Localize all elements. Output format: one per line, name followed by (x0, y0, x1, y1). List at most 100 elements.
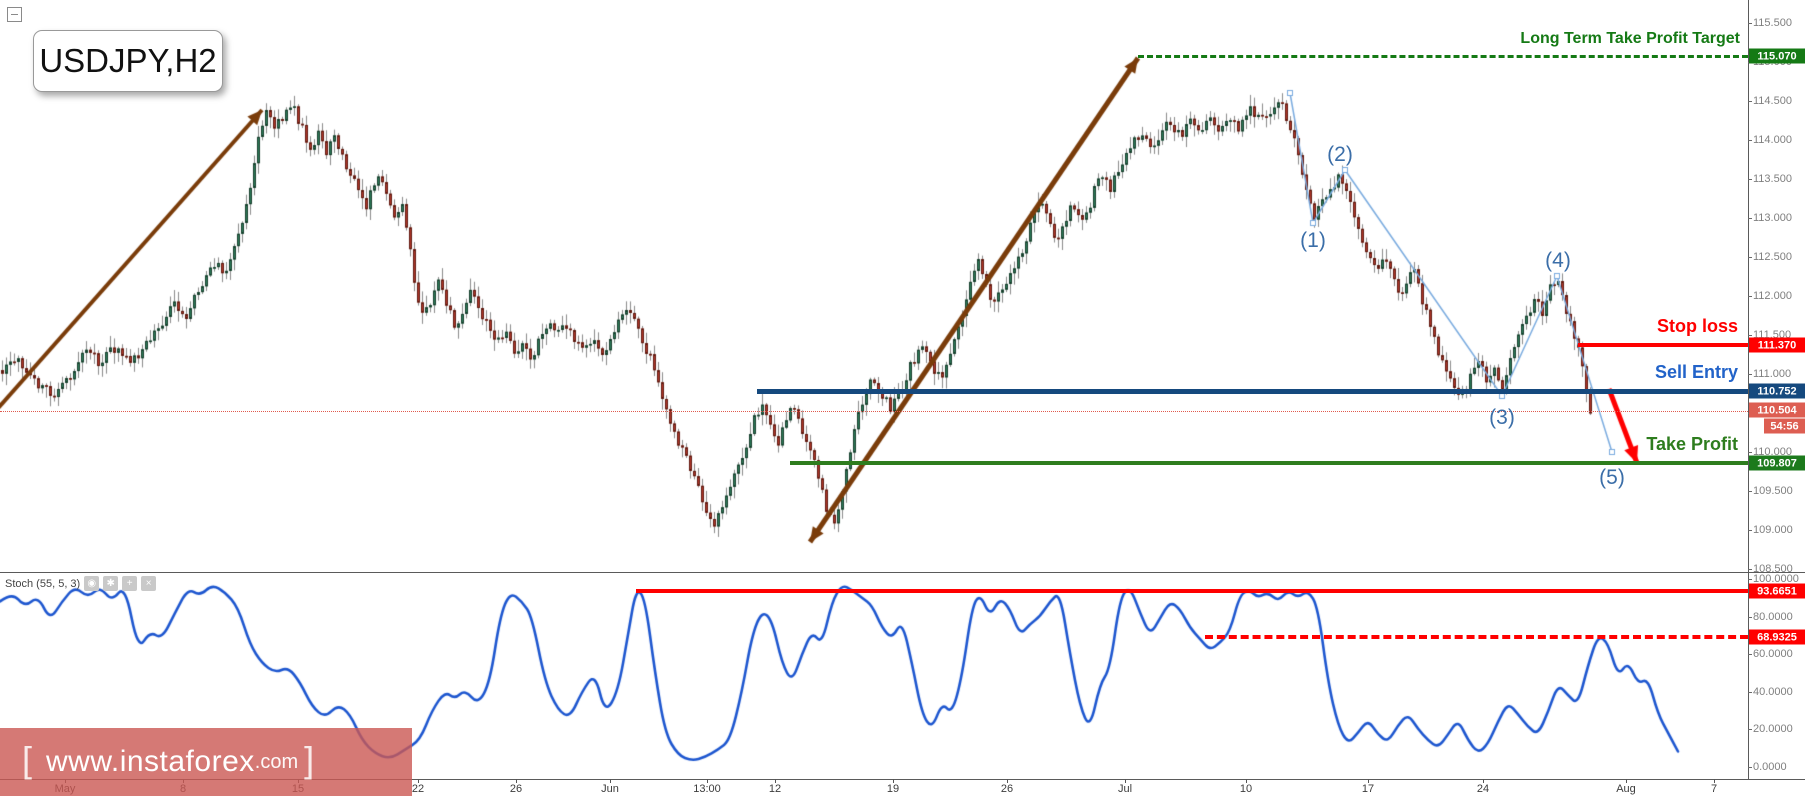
watermark-url: www.instaforex (46, 745, 255, 778)
axis-tick-label: 109.000 (1753, 524, 1793, 536)
price-tag-115.070: 115.070 (1749, 48, 1805, 64)
axis-tick-label: 80.0000 (1753, 611, 1793, 623)
axis-tick-label: 112.500 (1753, 251, 1792, 263)
time-axis-label: 17 (1361, 783, 1375, 795)
axis-tick-label: 100.0000 (1753, 573, 1799, 585)
time-axis-label: Jun (601, 783, 619, 795)
time-axis-label: 13:00 (693, 783, 721, 795)
wave-label-3: (3) (1489, 406, 1515, 429)
instaforex-watermark: [ www.instaforex .com ] (0, 728, 412, 796)
time-tick-mark (1007, 779, 1008, 783)
axis-tick-mark (1748, 140, 1752, 141)
axis-tick-mark (1748, 257, 1752, 258)
sell-entry-line[interactable] (757, 388, 1748, 394)
axis-tick-label: 108.500 (1753, 563, 1793, 575)
time-axis-label: 22 (411, 783, 425, 795)
axis-tick-mark (1748, 452, 1752, 453)
axis-tick-label: 0.0000 (1753, 761, 1787, 773)
axis-tick-label: 113.500 (1753, 173, 1792, 185)
axis-tick-mark (1748, 767, 1752, 768)
wave-label-1: (1) (1300, 229, 1326, 252)
time-tick-mark (1368, 779, 1369, 783)
axis-tick-mark (1748, 579, 1752, 580)
time-tick-mark (1246, 779, 1247, 783)
axis-tick-mark (1748, 296, 1752, 297)
eye-icon[interactable]: ◉ (84, 576, 100, 591)
time-axis-label: 7 (1710, 783, 1718, 795)
gear-icon[interactable]: ✱ (103, 576, 119, 591)
axis-tick-mark (1748, 335, 1752, 336)
collapse-panel-button[interactable] (7, 7, 22, 22)
close-icon[interactable]: × (141, 576, 157, 591)
axis-tick-mark (1748, 654, 1752, 655)
current-price-line[interactable] (0, 410, 1748, 412)
stoch-upper-line[interactable] (636, 589, 1748, 593)
price-tag-111.370: 111.370 (1749, 337, 1805, 353)
symbol-badge: USDJPY,H2 (33, 30, 223, 92)
time-tick-mark (1483, 779, 1484, 783)
axis-tick-label: 20.0000 (1753, 723, 1793, 735)
axis-tick-mark (1748, 374, 1752, 375)
axis-tick-label: 60.0000 (1753, 648, 1793, 660)
time-axis-label: 12 (768, 783, 782, 795)
time-tick-mark (516, 779, 517, 783)
time-axis-label: Jul (1117, 783, 1133, 795)
time-tick-mark (610, 779, 611, 783)
time-tick-mark (1125, 779, 1126, 783)
axis-tick-label: 110.000 (1753, 446, 1792, 458)
axis-tick-mark (1748, 729, 1752, 730)
time-tick-mark (1626, 779, 1627, 783)
time-axis-label: 26 (1000, 783, 1014, 795)
axis-tick-mark (1748, 617, 1752, 618)
axis-tick-mark (1748, 101, 1752, 102)
take-profit-line[interactable] (790, 461, 1748, 465)
price-tag-109.807: 109.807 (1749, 455, 1805, 471)
price-tag-110.504: 110.504 (1749, 402, 1805, 418)
time-axis-label: 24 (1476, 783, 1490, 795)
stop-loss-line[interactable] (1578, 343, 1748, 347)
axis-tick-label: 112.000 (1753, 290, 1792, 302)
time-tick-mark (418, 779, 419, 783)
stop-loss-label: Stop loss (1656, 316, 1738, 336)
wave-label-5: (5) (1599, 466, 1625, 489)
time-axis-label: 26 (509, 783, 523, 795)
long-term-target-line[interactable] (1138, 54, 1748, 58)
price-tag-93.6651: 93.6651 (1749, 583, 1805, 599)
stoch-indicator-name: Stoch (55, 5, 3) (5, 577, 81, 590)
wave-label-2: (2) (1327, 143, 1353, 166)
watermark-bracket-close: ] (304, 739, 315, 780)
axis-tick-mark (1748, 530, 1752, 531)
symbol-badge-text: USDJPY,H2 (39, 42, 217, 79)
axis-tick-mark (1748, 179, 1752, 180)
watermark-url-tld: .com (254, 750, 299, 773)
axis-tick-label: 115.500 (1753, 17, 1792, 29)
price-tag-54-56: 54:56 (1764, 418, 1805, 434)
axis-tick-label: 114.000 (1753, 134, 1792, 146)
axis-tick-mark (1748, 23, 1752, 24)
stoch-lower-line[interactable] (1205, 635, 1748, 639)
time-axis-label: Aug (1616, 783, 1636, 795)
time-axis-label: 10 (1239, 783, 1253, 795)
time-tick-mark (707, 779, 708, 783)
axis-tick-label: 109.500 (1753, 485, 1793, 497)
axis-tick-mark (1748, 569, 1752, 570)
plus-icon[interactable]: + (122, 576, 138, 591)
time-tick-mark (775, 779, 776, 783)
time-tick-mark (1714, 779, 1715, 783)
axis-tick-mark (1748, 218, 1752, 219)
axis-tick-label: 113.000 (1753, 212, 1792, 224)
price-tag-110.752: 110.752 (1749, 383, 1805, 399)
time-axis-label: 19 (886, 783, 900, 795)
price-tag-68.9325: 68.9325 (1749, 629, 1805, 645)
price-axis-line (1748, 0, 1749, 779)
axis-tick-label: 40.0000 (1753, 686, 1793, 698)
axis-tick-label: 111.000 (1753, 368, 1792, 380)
axis-tick-label: 114.500 (1753, 95, 1792, 107)
sell-entry-label: Sell Entry (1654, 362, 1738, 382)
panel-divider-line (0, 572, 1805, 573)
axis-tick-mark (1748, 692, 1752, 693)
time-tick-mark (893, 779, 894, 783)
time-axis-line (0, 779, 1805, 780)
